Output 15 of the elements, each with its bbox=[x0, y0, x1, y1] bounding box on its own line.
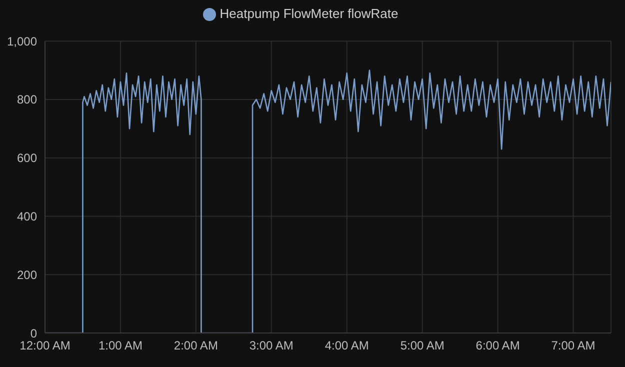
x-tick-label: 4:00 AM bbox=[324, 338, 369, 353]
x-tick-label: 6:00 AM bbox=[476, 338, 520, 353]
x-tick-label: 1:00 AM bbox=[98, 338, 142, 353]
x-tick-label: 2:00 AM bbox=[174, 338, 218, 353]
legend-label: Heatpump FlowMeter flowRate bbox=[220, 6, 398, 21]
y-tick-label: 400 bbox=[16, 209, 38, 224]
y-tick-label: 1,000 bbox=[6, 34, 38, 48]
y-tick-label: 600 bbox=[16, 151, 38, 166]
x-tick-label: 3:00 AM bbox=[249, 338, 294, 353]
y-tick-label: 0 bbox=[30, 326, 38, 340]
x-tick-label: 5:00 AM bbox=[400, 338, 444, 353]
y-tick-label: 800 bbox=[16, 92, 38, 107]
x-tick-label: 12:00 AM bbox=[20, 338, 70, 353]
x-tick-label: 7:00 AM bbox=[551, 338, 596, 353]
y-tick-label: 200 bbox=[16, 268, 38, 282]
